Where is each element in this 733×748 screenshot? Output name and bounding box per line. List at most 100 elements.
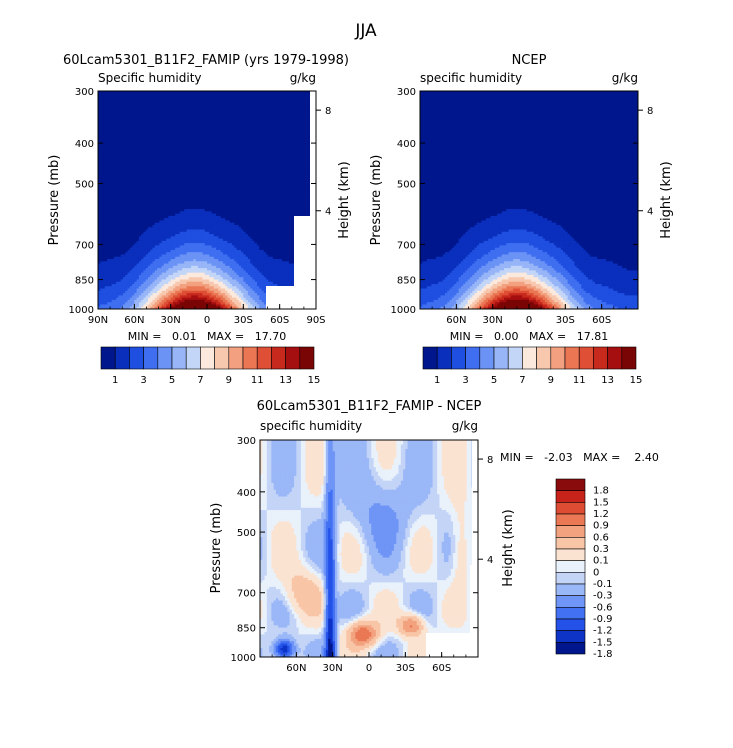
contour-cell <box>168 165 172 169</box>
contour-cell <box>166 140 169 144</box>
contour-cell <box>109 109 113 113</box>
contour-cell <box>125 188 129 192</box>
contour-cell <box>268 197 272 201</box>
contour-cell <box>252 143 256 147</box>
contour-cell <box>286 147 290 151</box>
contour-cell <box>163 97 167 101</box>
contour-cell <box>268 122 272 126</box>
contour-cell <box>109 122 113 126</box>
contour-cell <box>286 120 290 124</box>
contour-cell <box>220 202 224 206</box>
contour-cell <box>256 165 260 169</box>
contour-cell <box>129 161 133 165</box>
contour-cell <box>300 106 303 110</box>
contour-cell <box>306 168 310 172</box>
contour-cell <box>141 100 145 103</box>
contour-cell <box>218 147 222 151</box>
contour-cell <box>261 177 265 181</box>
contour-cell <box>122 150 126 153</box>
contour-cell <box>238 120 242 124</box>
contour-cell <box>254 143 258 147</box>
contour-cell <box>111 115 115 119</box>
contour-cell <box>279 109 283 113</box>
contour-cell <box>118 100 122 103</box>
contour-cell <box>286 175 290 178</box>
contour-cell <box>125 118 129 122</box>
contour-cell <box>250 140 254 144</box>
contour-cell <box>159 152 163 156</box>
contour-cell <box>291 145 294 149</box>
contour-cell <box>125 200 129 203</box>
contour-cell <box>297 202 301 206</box>
contour-cell <box>272 118 276 122</box>
contour-cell <box>98 97 101 101</box>
contour-cell <box>288 179 292 183</box>
contour-cell <box>175 193 179 197</box>
contour-cell <box>111 93 115 97</box>
contour-cell <box>98 147 101 151</box>
contour-cell <box>179 186 183 190</box>
contour-cell <box>279 161 283 165</box>
contour-cell <box>161 152 165 156</box>
contour-cell <box>275 172 278 176</box>
contour-cell <box>120 165 124 169</box>
contour-cell <box>222 125 226 128</box>
contour-cell <box>277 134 281 138</box>
contour-cell <box>134 91 138 94</box>
contour-cell <box>136 131 140 135</box>
contour-cell <box>152 188 156 192</box>
contour-cell <box>118 129 122 133</box>
contour-cell <box>186 145 190 149</box>
contour-cell <box>186 156 190 160</box>
contour-cell <box>306 125 310 128</box>
contour-cell <box>109 184 113 187</box>
contour-cell <box>207 115 210 119</box>
contour-cell <box>170 190 174 194</box>
contour-cell <box>256 154 260 158</box>
contour-cell <box>268 190 272 194</box>
contour-cell <box>200 150 204 153</box>
contour-cell <box>279 120 283 124</box>
contour-cell <box>225 188 229 192</box>
contour-cell <box>261 168 265 172</box>
contour-cell <box>250 184 254 187</box>
contour-cell <box>304 109 308 113</box>
contour-cell <box>247 131 251 135</box>
contour-cell <box>138 102 142 106</box>
contour-cell <box>147 197 151 201</box>
contour-cell <box>236 152 240 156</box>
contour-cell <box>229 156 233 160</box>
contour-cell <box>150 109 154 113</box>
contour-cell <box>236 125 240 128</box>
contour-cell <box>143 163 147 167</box>
contour-cell <box>204 120 208 124</box>
contour-cell <box>111 118 115 122</box>
contour-cell <box>245 206 249 210</box>
contour-cell <box>277 172 281 176</box>
contour-cell <box>143 125 147 128</box>
contour-cell <box>129 170 133 174</box>
contour-cell <box>275 197 278 201</box>
contour-cell <box>100 202 104 206</box>
contour-cell <box>236 127 240 131</box>
contour-cell <box>284 159 288 162</box>
contour-cell <box>145 200 149 203</box>
contour-cell <box>207 204 210 208</box>
contour-cell <box>252 97 256 101</box>
contour-cell <box>186 190 190 194</box>
contour-cell <box>150 156 154 160</box>
contour-cell <box>195 127 199 131</box>
contour-cell <box>125 102 129 106</box>
contour-cell <box>218 172 222 176</box>
contour-cell <box>188 175 192 178</box>
contour-cell <box>172 150 176 153</box>
contour-cell <box>147 122 151 126</box>
contour-cell <box>225 170 229 174</box>
contour-cell <box>288 150 292 153</box>
contour-cell <box>102 206 106 210</box>
contour-cell <box>207 118 210 122</box>
contour-cell <box>163 127 167 131</box>
contour-cell <box>116 170 120 174</box>
contour-cell <box>113 179 117 183</box>
contour-cell <box>163 172 167 176</box>
